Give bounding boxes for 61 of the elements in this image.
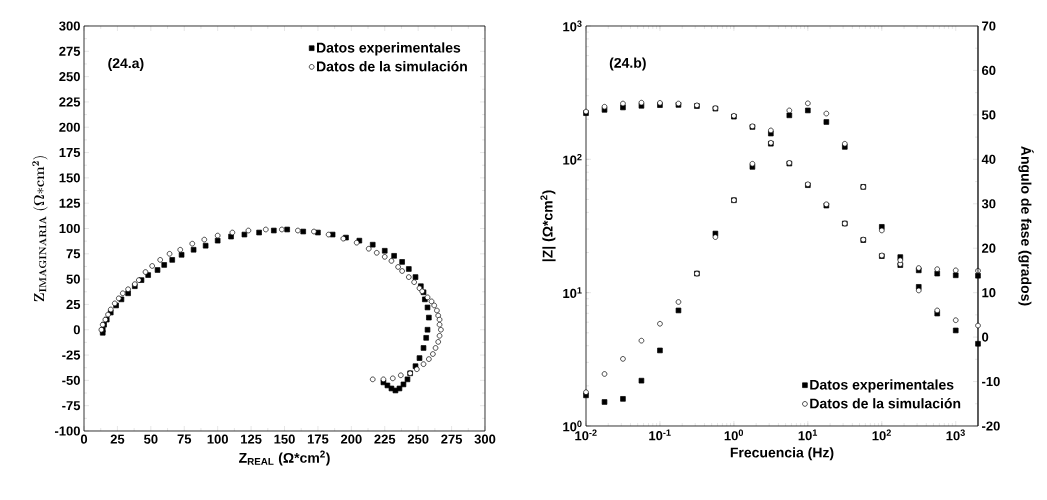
x-tick-label: 250 — [407, 434, 429, 444]
x-tick-label: 10$^{-1}$ — [649, 429, 671, 441]
y-tick-label: 0 — [73, 325, 80, 335]
x-tick-label: 75 — [177, 434, 192, 444]
y-tick-label: 225 — [59, 97, 81, 107]
y-tick-label: 175 — [59, 148, 81, 158]
y-tick-label: 250 — [59, 72, 80, 82]
x-axis-title: Z$_{REAL}$ (Ω*cm$^{2}$) — [239, 450, 330, 466]
y2-tick-label: 70 — [982, 21, 996, 31]
x-tick-label: 10$^{1}$ — [798, 429, 818, 441]
x-tick-label: 300 — [474, 434, 496, 444]
y-tick-label: 50 — [66, 274, 80, 284]
y-tick-label: -25 — [62, 350, 81, 360]
legend-label: Datos de la simulación — [810, 398, 961, 409]
y2-tick-label: 20 — [981, 243, 996, 253]
y2-tick-label: 60 — [982, 65, 996, 76]
y-tick-label: 300 — [59, 21, 80, 31]
y-tick-label: 125 — [59, 198, 81, 208]
y2-tick-label: 30 — [981, 199, 996, 209]
y-axis-title: $\mathbf{Z_{IMAGINARIA}\ (\Omega{*}cm^{2})}$ — [32, 156, 48, 302]
x-tick-label: 10$^{0}$ — [724, 429, 744, 441]
y-tick-label: 10$^{0}$ — [563, 420, 582, 432]
y-tick-label: 10$^{3}$ — [563, 20, 582, 32]
x-tick-label: 25 — [110, 434, 125, 444]
x-tick-label: 10$^{3}$ — [946, 429, 965, 441]
y2-axis-title: Ángulo de fase (grados) — [1018, 146, 1034, 306]
legend-label: Datos experimentales — [810, 379, 954, 393]
x-tick-label: 100 — [207, 434, 228, 444]
x-tick-label: 175 — [307, 434, 329, 444]
y2-tick-label: 50 — [981, 110, 996, 120]
x-tick-label: 10$^{-2}$ — [575, 429, 597, 441]
annotation: (24.a) — [108, 57, 144, 71]
legend-label: Datos experimentales — [317, 42, 461, 56]
y-tick-label: -75 — [62, 401, 81, 411]
x-tick-label: 0 — [80, 434, 88, 444]
annotation: (24.b) — [609, 57, 646, 71]
y-tick-label: -100 — [54, 426, 80, 436]
x-tick-label: 275 — [441, 434, 463, 444]
y2-tick-label: -10 — [982, 376, 1000, 387]
y2-tick-label: 10 — [982, 288, 996, 298]
x-axis-title: Frecuencia (Hz) — [730, 447, 834, 461]
y-tick-label: 150 — [59, 173, 80, 183]
y2-tick-label: 40 — [981, 154, 996, 164]
y-axis-title: |Z| (Ω*cm$^{2}$) — [540, 190, 556, 262]
y-tick-label: -50 — [62, 375, 80, 385]
legend-label: Datos de la simulación — [317, 60, 467, 72]
y-tick-label: 200 — [59, 122, 80, 132]
x-tick-label: 125 — [241, 434, 262, 444]
y-tick-label: 25 — [66, 299, 81, 310]
y-tick-label: 75 — [66, 249, 81, 259]
x-tick-label: 225 — [374, 434, 396, 444]
y-tick-label: 10$^{1}$ — [563, 287, 582, 299]
y2-tick-label: -20 — [982, 421, 1000, 431]
x-tick-label: 150 — [274, 434, 295, 444]
y-tick-label: 10$^{2}$ — [563, 153, 582, 165]
y-tick-label: 100 — [59, 223, 80, 234]
y2-tick-label: 0 — [982, 332, 989, 342]
x-tick-label: 200 — [340, 434, 362, 444]
y-tick-label: 275 — [59, 46, 81, 56]
x-tick-label: 10$^{2}$ — [872, 429, 891, 441]
x-tick-label: 50 — [144, 434, 158, 444]
